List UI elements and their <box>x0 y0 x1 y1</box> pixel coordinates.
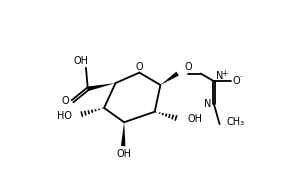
Text: CH₃: CH₃ <box>226 117 244 127</box>
Text: N: N <box>205 99 212 109</box>
Text: O: O <box>61 96 69 106</box>
Polygon shape <box>121 122 126 146</box>
Text: OH: OH <box>117 149 132 159</box>
Text: O: O <box>233 76 240 86</box>
Text: O: O <box>184 62 192 72</box>
Polygon shape <box>160 72 179 85</box>
Text: OH: OH <box>187 114 202 124</box>
Text: +: + <box>221 69 228 78</box>
Text: OH: OH <box>74 56 89 66</box>
Text: N: N <box>216 71 224 81</box>
Text: HO: HO <box>57 111 72 121</box>
Polygon shape <box>87 83 115 91</box>
Text: ⁻: ⁻ <box>239 73 243 82</box>
Text: O: O <box>136 62 143 72</box>
